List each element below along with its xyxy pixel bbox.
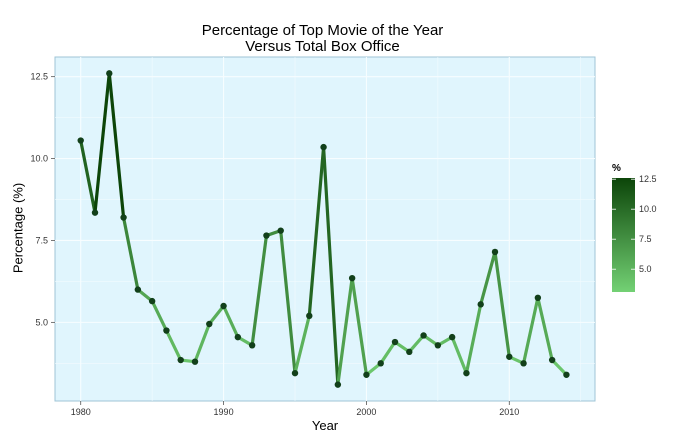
- series-line-segment: [521, 296, 540, 365]
- data-point: [491, 248, 499, 256]
- data-point: [463, 369, 470, 377]
- series-line-segment: [307, 145, 326, 318]
- data-point: [206, 320, 213, 328]
- data-point: [106, 70, 113, 77]
- chart-subtitle: Versus Total Box Office: [245, 38, 400, 55]
- data-point: [534, 294, 542, 301]
- series-line-segment: [279, 229, 297, 375]
- data-point: [391, 338, 399, 346]
- series-line-segment: [79, 138, 97, 215]
- series-line-segment: [407, 333, 426, 354]
- y-tick-label: 10.0: [30, 154, 48, 164]
- data-point: [191, 358, 199, 365]
- legend-title: %: [612, 163, 621, 174]
- data-point: [120, 214, 127, 221]
- series-line-segment: [493, 250, 511, 359]
- series-line-segment: [479, 250, 497, 306]
- series-line-segment: [450, 335, 469, 375]
- data-point: [163, 327, 170, 334]
- legend-tick-label: 12.5: [639, 174, 657, 184]
- data-point: [363, 371, 370, 378]
- x-axis-label: Year: [311, 418, 339, 433]
- data-point: [520, 360, 527, 367]
- data-point: [406, 348, 413, 356]
- series-line-segment: [121, 215, 140, 292]
- series-line-segment: [193, 322, 211, 364]
- data-point: [234, 333, 242, 341]
- series-line-segment: [464, 302, 483, 375]
- x-tick-label: 2010: [499, 407, 519, 417]
- series-line-segment: [164, 328, 183, 362]
- data-point: [506, 353, 513, 360]
- series-line-segment: [350, 276, 369, 377]
- data-point: [220, 302, 227, 310]
- series-line-segment: [550, 358, 569, 377]
- y-tick-label: 5.0: [35, 317, 48, 327]
- data-point: [420, 332, 427, 339]
- legend-tick-label: 5.0: [639, 264, 652, 274]
- series-line-segment: [536, 296, 554, 362]
- data-point: [148, 297, 156, 305]
- series-line-segment: [93, 71, 111, 215]
- data-point: [306, 312, 313, 320]
- data-point: [277, 227, 284, 234]
- data-point: [134, 286, 142, 293]
- data-point: [248, 342, 256, 349]
- data-point: [448, 333, 456, 341]
- x-tick-label: 2000: [356, 407, 376, 417]
- data-point: [563, 371, 570, 378]
- series-line-segment: [221, 304, 240, 339]
- data-point: [177, 356, 184, 364]
- chart-title: Percentage of Top Movie of the Year: [201, 22, 444, 39]
- series-line-segment: [150, 299, 169, 333]
- x-tick-label: 1990: [214, 407, 234, 417]
- legend-tick-label: 7.5: [639, 234, 652, 244]
- data-point: [263, 232, 270, 239]
- series-line-segment: [207, 304, 226, 326]
- series-line-segment: [379, 340, 397, 365]
- data-point: [77, 137, 84, 144]
- data-point: [291, 369, 299, 377]
- data-point: [434, 342, 442, 349]
- y-tick-label: 7.5: [35, 235, 48, 245]
- data-point: [334, 381, 342, 388]
- series-line-segment: [321, 145, 340, 387]
- x-tick-label: 1980: [71, 407, 91, 417]
- series-line-segment: [336, 276, 354, 387]
- data-point: [91, 209, 99, 216]
- data-point: [348, 274, 356, 282]
- y-tick-label: 12.5: [30, 72, 48, 82]
- data-point: [548, 356, 556, 364]
- series-line-segment: [107, 71, 126, 220]
- data-point: [477, 301, 484, 308]
- y-axis-label: Percentage (%): [10, 182, 26, 274]
- legend-tick-label: 10.0: [639, 204, 657, 214]
- data-point: [320, 143, 327, 151]
- plot-panel: [54, 56, 596, 402]
- legend-colorbar: [612, 178, 635, 292]
- series-line-segment: [250, 233, 269, 347]
- series-line-segment: [293, 314, 311, 375]
- data-point: [377, 360, 384, 367]
